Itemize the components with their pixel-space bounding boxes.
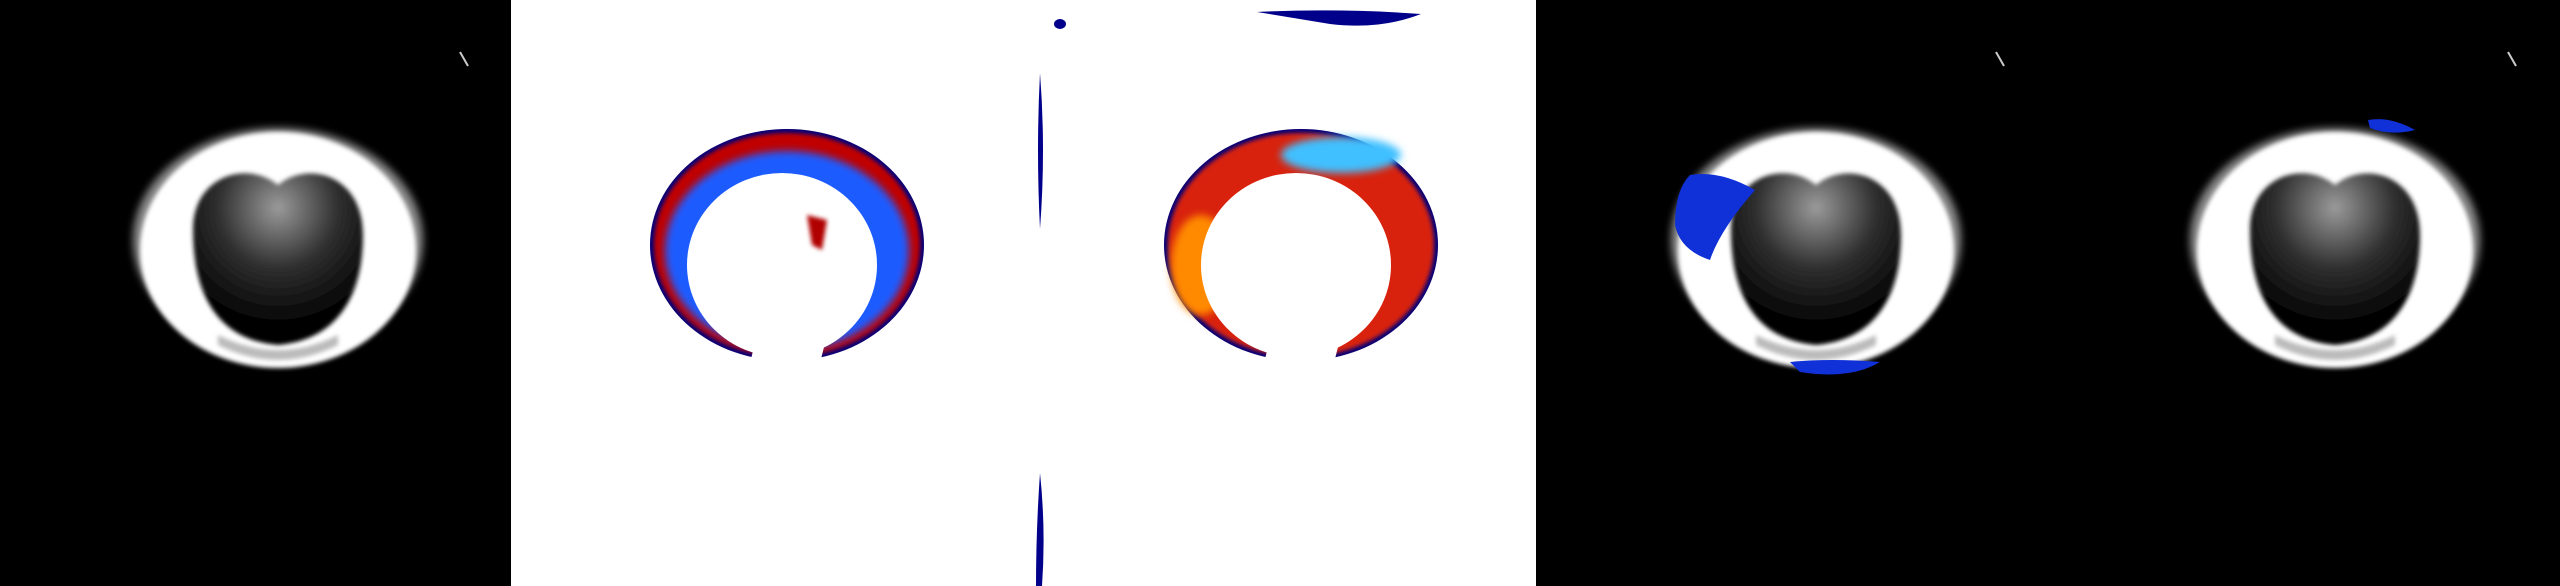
jet-ring <box>650 129 924 375</box>
jet-ring <box>1164 129 1438 375</box>
overlay <box>1790 360 1880 375</box>
lumen <box>687 173 877 357</box>
streak <box>1036 473 1044 586</box>
gap <box>1261 335 1341 375</box>
papillary <box>807 215 827 250</box>
gap <box>747 335 827 375</box>
smudge <box>1257 10 1421 26</box>
overlay <box>1675 174 1755 260</box>
artifact <box>459 51 469 67</box>
streak <box>1038 73 1043 229</box>
artifact <box>1995 51 2005 67</box>
overlay <box>2368 119 2415 133</box>
artifact <box>2507 51 2517 67</box>
smudge <box>1054 19 1066 29</box>
lumen <box>1201 173 1391 357</box>
patch <box>1281 137 1401 173</box>
